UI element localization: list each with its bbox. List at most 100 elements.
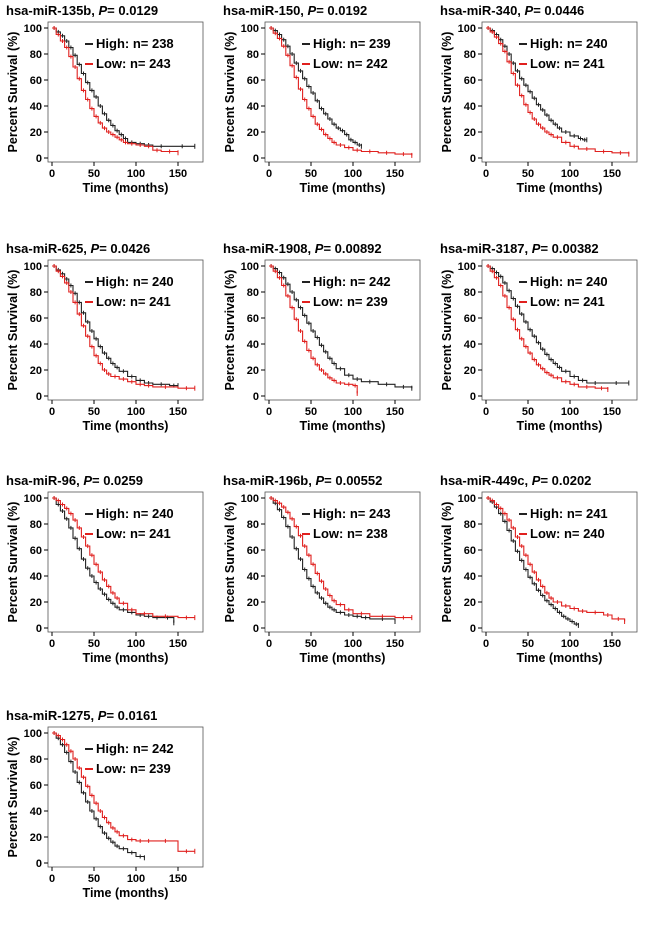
y-tick-label: 100	[458, 23, 476, 35]
y-tick-label: 40	[247, 571, 259, 583]
legend-label: High:	[96, 741, 133, 756]
x-axis-label: Time (months)	[300, 181, 386, 195]
y-tick-label: 100	[241, 23, 259, 35]
panel-title-name: hsa-miR-135b,	[6, 3, 98, 18]
x-axis-label: Time (months)	[517, 419, 603, 433]
x-tick-label: 50	[522, 638, 534, 650]
x-tick-label: 0	[266, 638, 272, 650]
x-tick-label: 100	[344, 406, 362, 418]
legend-entry-low: Low: n= 243	[96, 56, 171, 71]
panel-title-p-value: = 0.0426	[99, 241, 150, 256]
panel-title-p-label: P	[98, 3, 107, 18]
y-tick-label: 0	[470, 391, 476, 403]
x-tick-label: 50	[522, 168, 534, 180]
panel-title-p-value: = 0.0192	[316, 3, 367, 18]
survival-panel-hsa-miR-1908: hsa-miR-1908, P= 0.00892 0 20 40 60 80 100 0 50 1…	[223, 241, 421, 433]
x-axis-label: Time (months)	[517, 181, 603, 195]
legend-n: n= 241	[564, 56, 605, 71]
y-tick-label: 40	[247, 339, 259, 351]
km-curve-high	[486, 265, 629, 384]
y-tick-label: 60	[247, 545, 259, 557]
legend-label: High:	[530, 506, 567, 521]
plot-frame	[264, 259, 421, 401]
panel-title-name: hsa-miR-1275,	[6, 708, 98, 723]
legend-n: n= 239	[347, 294, 388, 309]
legend-entry-high: High: n= 240	[96, 274, 174, 289]
legend-entry-high: High: n= 238	[96, 36, 174, 51]
legend-label: Low:	[530, 56, 564, 71]
legend-label: High:	[313, 36, 350, 51]
y-tick-label: 20	[464, 365, 476, 377]
survival-panel-hsa-miR-196b: hsa-miR-196b, P= 0.00552 0 20 40 60 80 100 0 50 1…	[223, 473, 421, 665]
y-tick-label: 0	[36, 623, 42, 635]
plot-frame	[47, 726, 204, 868]
y-tick-label: 60	[464, 313, 476, 325]
y-tick-label: 60	[30, 313, 42, 325]
y-axis-label: Percent Survival (%)	[6, 737, 20, 858]
survival-panel-hsa-miR-96: hsa-miR-96, P= 0.0259 0 20 40 60 80 100 0 50 100 1…	[6, 473, 204, 665]
x-axis-label: Time (months)	[83, 181, 169, 195]
x-tick-label: 150	[169, 168, 187, 180]
panel-title-name: hsa-miR-625,	[6, 241, 91, 256]
y-tick-label: 0	[253, 623, 259, 635]
panel-title-p-label: P	[532, 241, 541, 256]
y-tick-label: 60	[464, 75, 476, 87]
y-tick-label: 60	[464, 545, 476, 557]
legend-entry-low: Low: n= 239	[96, 761, 171, 776]
survival-panel-hsa-miR-150: hsa-miR-150, P= 0.0192 0 20 40 60 80 100 0 50 100…	[223, 3, 421, 195]
y-axis-label: Percent Survival (%)	[6, 502, 20, 623]
panel-title-name: hsa-miR-3187,	[440, 241, 532, 256]
y-tick-label: 80	[30, 519, 42, 531]
panel-title: hsa-miR-150, P= 0.0192	[223, 3, 367, 18]
panel-title-p-value: = 0.0259	[92, 473, 143, 488]
legend-label: Low:	[313, 294, 347, 309]
x-tick-label: 100	[561, 168, 579, 180]
plot-frame	[47, 491, 204, 633]
legend-entry-high: High: n= 243	[313, 506, 391, 521]
y-tick-label: 60	[30, 780, 42, 792]
y-tick-label: 20	[247, 365, 259, 377]
y-tick-label: 0	[470, 623, 476, 635]
x-axis-label: Time (months)	[83, 886, 169, 900]
y-tick-label: 20	[30, 127, 42, 139]
y-tick-label: 20	[30, 832, 42, 844]
panel-title-p-label: P	[532, 473, 541, 488]
y-tick-label: 80	[30, 754, 42, 766]
y-axis-label: Percent Survival (%)	[440, 502, 454, 623]
y-tick-label: 40	[30, 571, 42, 583]
y-tick-label: 60	[30, 545, 42, 557]
legend-n: n= 240	[133, 274, 174, 289]
legend-label: High:	[96, 274, 133, 289]
y-tick-label: 0	[470, 153, 476, 165]
km-curve-high	[52, 27, 195, 147]
survival-panel-hsa-miR-135b: hsa-miR-135b, P= 0.0129 0 20 40 60 80 100 0 50 10…	[6, 3, 204, 195]
panel-title: hsa-miR-340, P= 0.0446	[440, 3, 584, 18]
y-tick-label: 40	[30, 339, 42, 351]
legend-label: High:	[313, 506, 350, 521]
legend-n: n= 241	[130, 294, 171, 309]
legend-label: Low:	[313, 526, 347, 541]
x-tick-label: 0	[49, 406, 55, 418]
y-tick-label: 80	[30, 49, 42, 61]
panel-title-p-label: P	[98, 708, 107, 723]
y-tick-label: 60	[247, 313, 259, 325]
y-tick-label: 80	[247, 519, 259, 531]
x-tick-label: 0	[483, 406, 489, 418]
km-curve-low	[269, 265, 358, 394]
legend-label: Low:	[96, 526, 130, 541]
legend-label: Low:	[530, 526, 564, 541]
panel-title: hsa-miR-449c, P= 0.0202	[440, 473, 591, 488]
survival-panel-hsa-miR-3187: hsa-miR-3187, P= 0.00382 0 20 40 60 80 100 0 50 1…	[440, 241, 638, 433]
x-tick-label: 50	[305, 168, 317, 180]
panel-title-p-value: = 0.0446	[533, 3, 584, 18]
km-curve-high	[52, 497, 175, 623]
y-axis-label: Percent Survival (%)	[6, 270, 20, 391]
x-tick-label: 100	[127, 406, 145, 418]
y-tick-label: 40	[464, 339, 476, 351]
x-tick-label: 0	[49, 168, 55, 180]
km-curve-high	[52, 265, 178, 387]
panel-title-name: hsa-miR-196b,	[223, 473, 315, 488]
x-tick-label: 150	[169, 638, 187, 650]
x-tick-label: 100	[127, 168, 145, 180]
